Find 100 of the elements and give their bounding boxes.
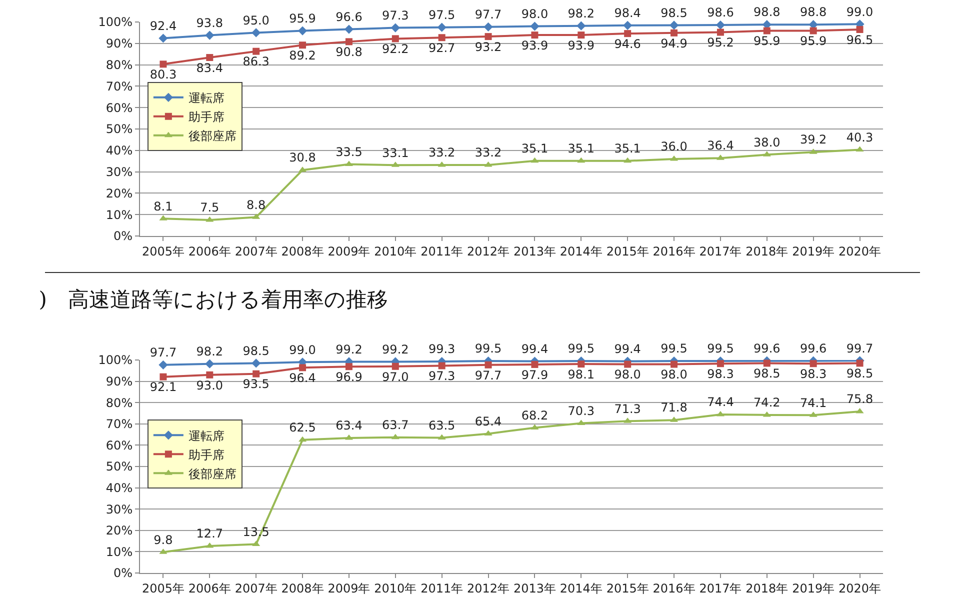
- point: [810, 27, 817, 34]
- point: [345, 363, 352, 370]
- point: [530, 157, 539, 163]
- x-tick-label: 2017年: [699, 244, 742, 258]
- point: [576, 21, 586, 30]
- point: [624, 30, 632, 38]
- legend-label: 運転席: [188, 428, 224, 443]
- data-label: 8.8: [246, 198, 266, 212]
- data-label: 98.5: [846, 366, 874, 381]
- x-tick-label: 2017年: [699, 581, 742, 596]
- data-label: 99.4: [614, 342, 641, 356]
- data-label: 99.0: [846, 4, 874, 19]
- y-tick-label: 40%: [106, 481, 133, 495]
- point: [252, 358, 261, 368]
- y-tick-label: 20%: [106, 186, 133, 200]
- data-label: 63.5: [428, 418, 456, 432]
- data-label: 97.7: [474, 368, 502, 382]
- x-tick-label: 2008年: [281, 244, 324, 258]
- point: [484, 161, 492, 167]
- data-label: 99.3: [428, 342, 456, 356]
- x-tick-label: 2019年: [792, 581, 835, 596]
- point: [205, 359, 214, 368]
- data-label: 93.5: [242, 377, 270, 392]
- data-label: 80.3: [150, 68, 177, 82]
- data-label: 39.2: [800, 132, 827, 147]
- data-label: 33.5: [336, 144, 362, 159]
- data-label: 92.7: [428, 40, 456, 55]
- x-tick-label: 2005年: [142, 581, 184, 596]
- data-label: 33.1: [382, 146, 409, 160]
- data-label: 99.5: [707, 342, 734, 356]
- point: [206, 54, 214, 62]
- y-tick-label: 0%: [114, 566, 133, 580]
- point: [160, 373, 167, 380]
- data-label: 9.8: [154, 532, 173, 547]
- point: [391, 434, 400, 440]
- y-tick-label: 60%: [106, 100, 133, 115]
- point: [531, 32, 538, 39]
- data-label: 63.4: [336, 418, 362, 433]
- x-tick-label: 2014年: [560, 581, 602, 596]
- data-label: 65.4: [474, 414, 502, 428]
- data-label: 86.3: [242, 54, 270, 69]
- point: [392, 362, 399, 370]
- data-label: 96.9: [336, 370, 362, 384]
- data-label: 94.9: [660, 36, 688, 50]
- legend-label: 助手席: [188, 448, 224, 462]
- point: [390, 23, 400, 32]
- data-label: 8.1: [154, 199, 173, 214]
- data-label: 71.3: [614, 402, 641, 416]
- data-label: 70.3: [568, 404, 595, 418]
- data-label: 98.3: [707, 366, 734, 381]
- x-tick-label: 2012年: [467, 581, 510, 596]
- point: [252, 28, 261, 38]
- point: [252, 370, 260, 378]
- x-tick-label: 2014年: [560, 244, 602, 258]
- point: [810, 360, 817, 368]
- data-label: 94.6: [614, 36, 641, 51]
- data-label: 99.5: [474, 342, 502, 356]
- x-tick-label: 2012年: [467, 244, 510, 258]
- y-tick-label: 40%: [106, 144, 133, 158]
- point: [856, 26, 864, 33]
- data-label: 36.4: [707, 138, 734, 153]
- data-label: 96.4: [289, 371, 316, 386]
- x-tick-label: 2016年: [652, 244, 696, 258]
- point: [206, 542, 214, 548]
- data-label: 99.6: [754, 341, 780, 356]
- data-label: 98.2: [196, 344, 224, 358]
- point: [298, 26, 308, 36]
- data-label: 98.8: [754, 5, 780, 20]
- data-label: 95.0: [242, 13, 270, 28]
- data-label: 35.1: [614, 142, 641, 156]
- point: [530, 22, 540, 31]
- x-tick-label: 2006年: [188, 581, 231, 596]
- x-tick-label: 2020年: [838, 581, 882, 596]
- y-tick-label: 20%: [106, 524, 133, 538]
- data-label: 95.2: [707, 36, 734, 50]
- x-tick-label: 2011年: [420, 581, 464, 596]
- data-label: 12.7: [196, 526, 224, 541]
- point: [763, 360, 770, 367]
- point: [856, 146, 864, 152]
- point: [484, 22, 493, 32]
- data-label: 98.5: [660, 6, 688, 20]
- point: [158, 360, 168, 370]
- y-tick-label: 90%: [106, 374, 133, 388]
- data-label: 98.4: [614, 6, 641, 20]
- point: [531, 360, 538, 368]
- data-label: 74.2: [754, 396, 780, 410]
- data-label: 97.3: [428, 369, 456, 384]
- data-label: 97.9: [521, 368, 548, 382]
- point: [856, 360, 864, 367]
- x-tick-label: 2015年: [606, 244, 649, 258]
- point: [762, 411, 771, 417]
- x-tick-label: 2018年: [746, 244, 788, 258]
- data-label: 96.6: [336, 10, 362, 24]
- y-tick-label: 70%: [106, 79, 133, 94]
- point: [438, 362, 446, 370]
- data-label: 98.1: [568, 367, 595, 382]
- point: [437, 22, 446, 32]
- point: [392, 35, 399, 42]
- point: [763, 27, 770, 34]
- point: [716, 28, 724, 36]
